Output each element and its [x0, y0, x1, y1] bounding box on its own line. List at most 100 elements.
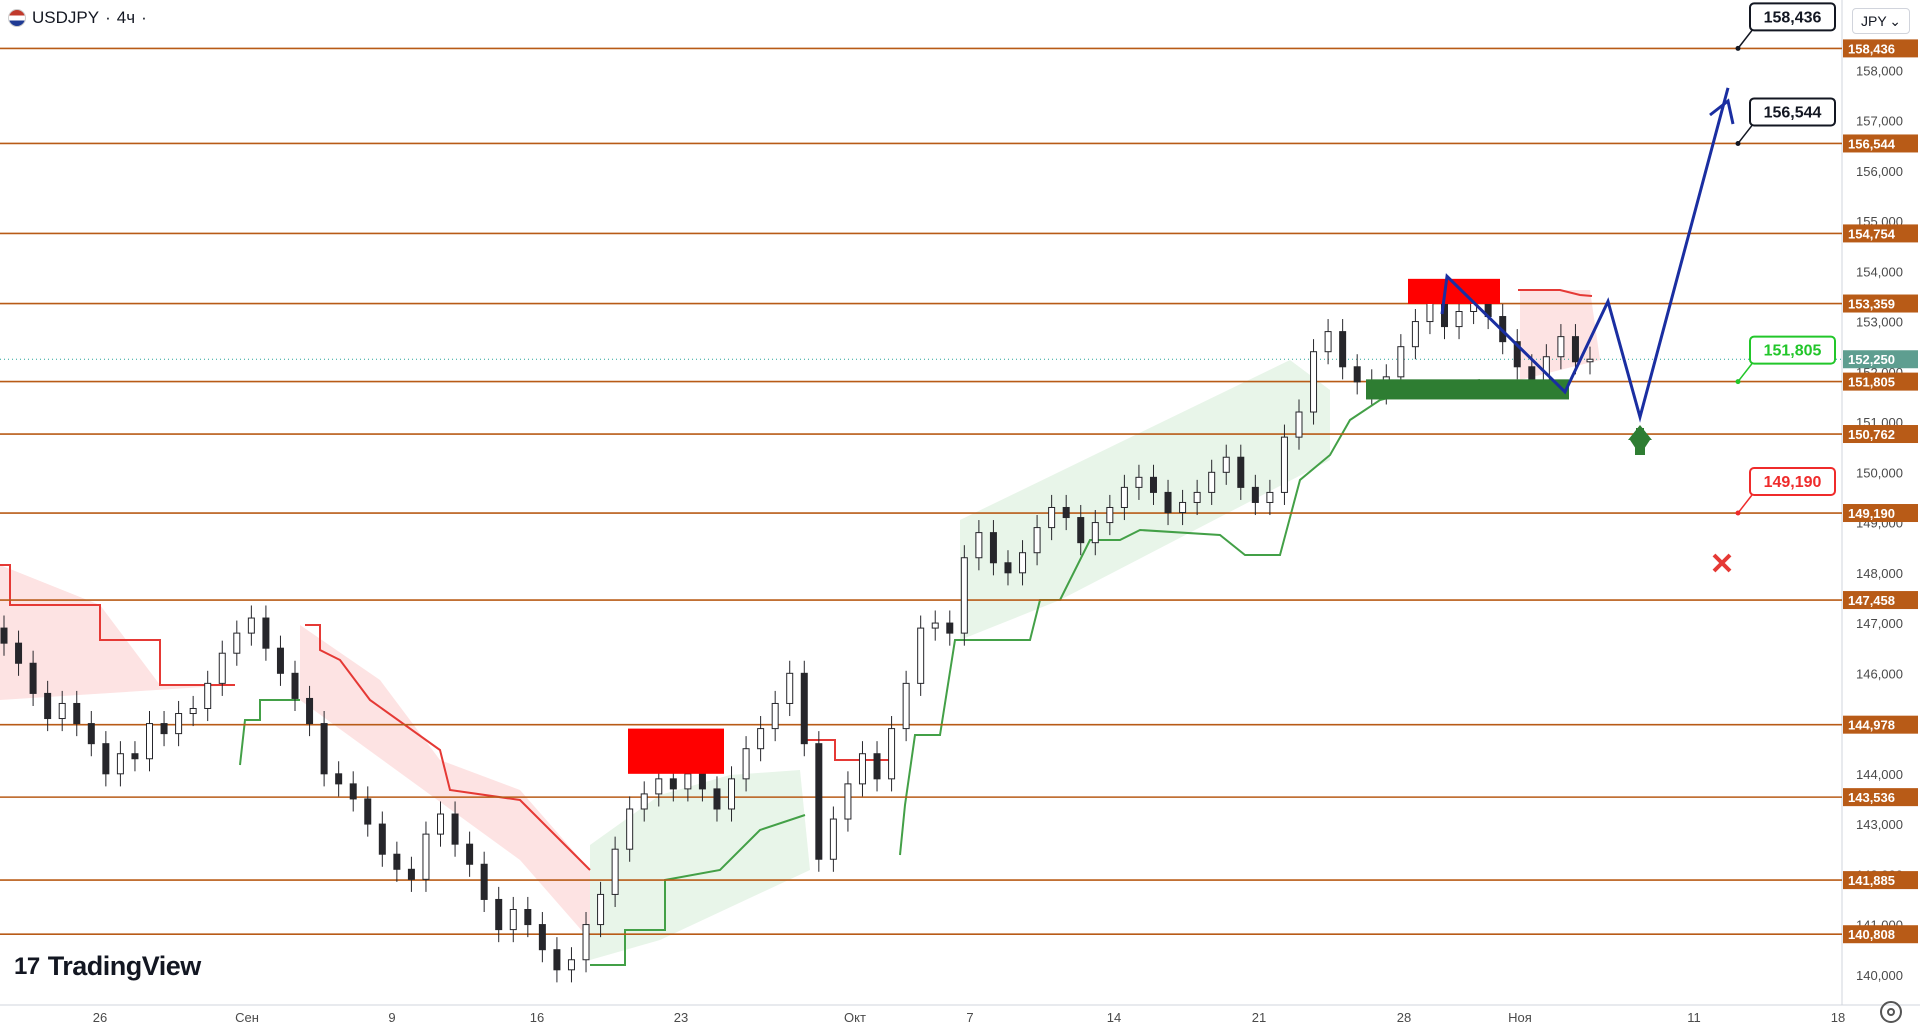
candle-body — [378, 823, 386, 855]
candle-body — [1513, 341, 1521, 368]
candle-body — [1077, 517, 1085, 544]
x-tick-label: 9 — [388, 1010, 395, 1025]
candle-body — [771, 702, 779, 730]
candle-body — [509, 908, 517, 931]
candle-body — [844, 783, 852, 820]
level-price-label-bg — [1843, 39, 1918, 58]
candle-body — [757, 728, 765, 750]
target-callout-box — [1749, 467, 1836, 497]
candle-body — [495, 898, 503, 931]
candle-body — [233, 632, 241, 654]
candle-body — [640, 793, 648, 810]
target-callout-dot — [1735, 45, 1741, 51]
candle-body — [58, 702, 66, 720]
level-price-label: 144,978 — [1848, 718, 1895, 733]
candle-body — [1295, 411, 1303, 438]
y-tick-label: 154,000 — [1856, 264, 1903, 279]
candle-body — [1193, 491, 1201, 503]
x-tick-label: 7 — [966, 1010, 973, 1025]
candle-body — [611, 848, 619, 895]
candle-body — [829, 818, 837, 860]
resistance-zone — [0, 565, 235, 700]
candle-body — [902, 682, 910, 730]
forecast-path — [1440, 87, 1730, 423]
currency-selector[interactable]: JPY ⌄ — [1852, 8, 1910, 34]
x-tick-label: 21 — [1252, 1010, 1266, 1025]
level-price-label-bg — [1843, 591, 1918, 610]
candle-body — [713, 788, 721, 810]
candle-body — [1324, 331, 1332, 353]
target-callout-pointer — [1737, 29, 1753, 49]
candle-body — [1062, 506, 1070, 519]
candle-body — [364, 798, 372, 825]
candle-body — [204, 682, 212, 709]
up-arrow-icon — [1628, 425, 1652, 455]
candle-body — [306, 697, 314, 725]
candle-body — [888, 728, 896, 780]
candle-body — [800, 672, 808, 745]
level-price-label-bg — [1843, 504, 1918, 523]
forecast-arrow-head — [1709, 98, 1735, 125]
resistance-step-line — [1518, 289, 1593, 297]
timeframe: 4ч — [116, 8, 136, 27]
target-callout-pointer — [1737, 125, 1753, 144]
current-price-label: 152,250 — [1848, 352, 1895, 367]
candle-body — [728, 778, 736, 810]
candle-body — [466, 843, 474, 865]
y-tick-label: 146,000 — [1856, 666, 1903, 681]
level-price-label-bg — [1843, 134, 1918, 153]
level-price-label-bg — [1843, 788, 1918, 807]
candle-body — [1411, 321, 1419, 348]
candle-body — [393, 853, 401, 870]
candle-body — [1586, 358, 1594, 363]
target-callout-label: 156,544 — [1764, 104, 1822, 121]
usd-jpy-flag-icon — [8, 9, 26, 27]
candle-body — [189, 707, 197, 715]
target-callout-pointer — [1737, 494, 1753, 514]
symbol-header[interactable]: USDJPY · 4ч · — [8, 8, 147, 28]
candle-body — [422, 833, 430, 880]
stop-x-icon — [1712, 553, 1732, 573]
target-callout-box — [1749, 335, 1836, 365]
x-tick-label: 26 — [93, 1010, 107, 1025]
y-tick-label: 140,000 — [1856, 968, 1903, 983]
candle-body — [917, 627, 925, 684]
candle-body — [175, 713, 183, 735]
gear-icon[interactable] — [1880, 1001, 1902, 1023]
candle-body — [160, 723, 168, 735]
candle-body — [1426, 300, 1434, 323]
supply-zone-box — [628, 728, 724, 774]
level-price-label: 151,805 — [1848, 375, 1895, 390]
target-callout-label: 149,190 — [1764, 474, 1822, 491]
candle-body — [1179, 501, 1187, 514]
target-callout-pointer — [1737, 363, 1753, 383]
currency-label: JPY — [1861, 13, 1887, 29]
candle-body — [1091, 522, 1099, 544]
y-tick-label: 153,000 — [1856, 315, 1903, 330]
candle-body — [1106, 506, 1114, 524]
tradingview-mark-icon: 17 — [14, 952, 40, 980]
candle-body — [553, 949, 561, 971]
candle-body — [407, 868, 415, 880]
target-callout-label: 158,436 — [1764, 9, 1822, 26]
candle-body — [262, 617, 270, 649]
candle-body — [1120, 486, 1128, 508]
candle-body — [524, 908, 532, 926]
resistance-step-line — [0, 564, 235, 686]
candle-body — [1004, 562, 1012, 574]
level-price-label-bg — [1843, 372, 1918, 391]
candle-body — [1455, 311, 1463, 328]
y-tick-label: 156,000 — [1856, 164, 1903, 179]
candle-body — [1222, 456, 1230, 473]
tradingview-logo[interactable]: 17 TradingView — [14, 951, 201, 982]
candle-body — [742, 748, 750, 780]
target-callout-dot — [1735, 510, 1741, 516]
target-callout-box — [1749, 97, 1836, 127]
candle-body — [320, 723, 328, 775]
y-tick-label: 143,000 — [1856, 817, 1903, 832]
candle-body — [582, 924, 590, 961]
candle-body — [960, 557, 968, 634]
level-price-label: 153,359 — [1848, 297, 1895, 312]
candle-body — [0, 627, 8, 644]
